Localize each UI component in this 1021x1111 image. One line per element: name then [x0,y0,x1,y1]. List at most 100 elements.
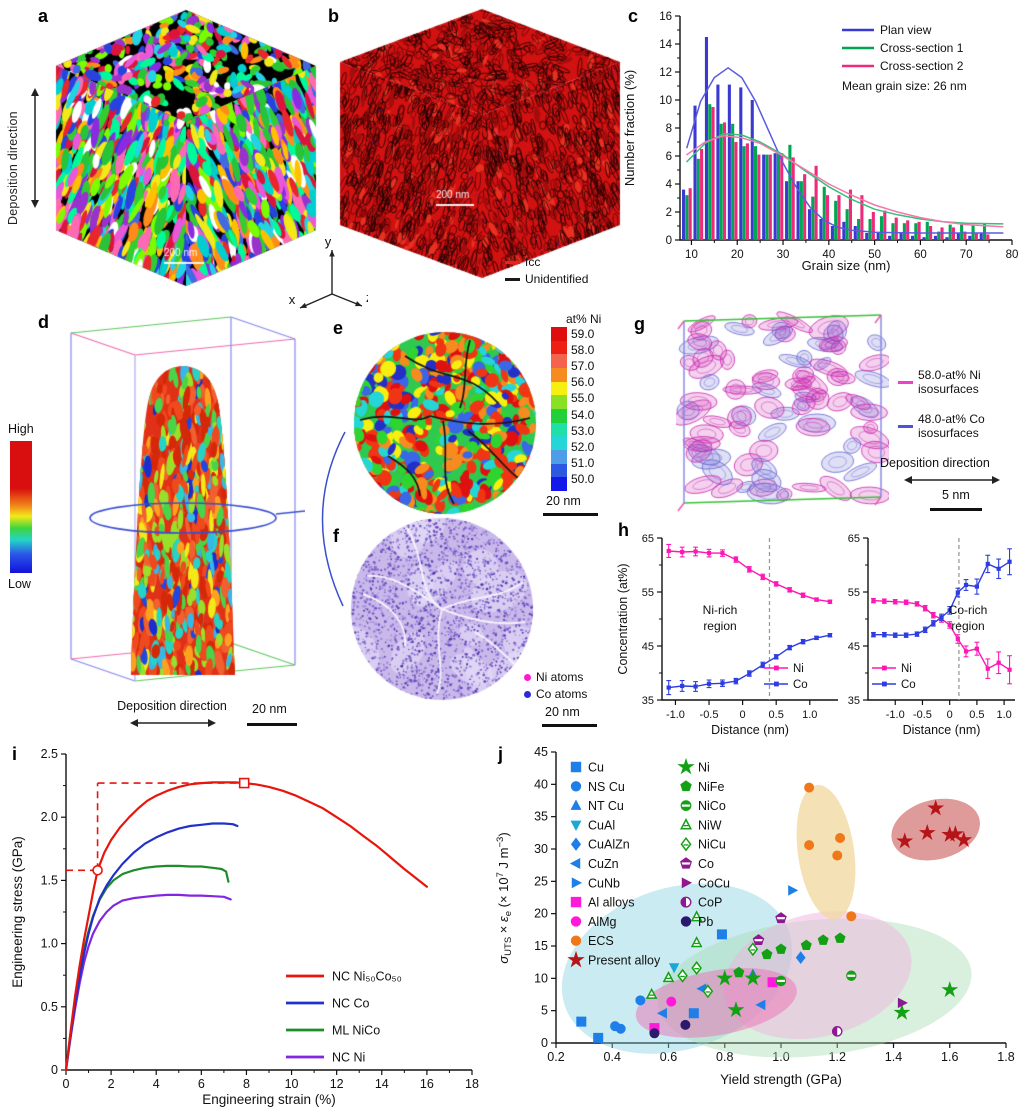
svg-text:55: 55 [848,587,860,599]
ni-colorbar-labels: 59.0 58.0 57.0 56.0 55.0 54.0 53.0 52.0 51.0 50.0 [571,327,611,497]
svg-text:16: 16 [659,11,672,23]
svg-text:16: 16 [420,1077,434,1091]
svg-text:0: 0 [541,1036,548,1050]
co-isosurface-label2: isosurfaces [918,426,979,440]
fcc-swatch [505,260,520,264]
co-atoms-dot [524,690,531,698]
svg-text:35: 35 [642,695,654,707]
svg-text:-1.0: -1.0 [886,709,905,721]
svg-text:0: 0 [63,1077,70,1091]
concentration-profiles-chart: -1.0 -0.5 0 0.5 1.0 35 45 55 65 Ni-rich region Ni Co… [616,533,1015,737]
svg-text:NiCu: NiCu [698,838,726,852]
ni-colorbar-tick: 58.0 [571,343,595,358]
svg-text:-1.0: -1.0 [666,709,685,721]
ni-colorbar-tick: 53.0 [571,423,595,438]
scale-bar-g [930,508,982,511]
svg-text:1.0: 1.0 [41,937,58,951]
svg-text:Engineering strain (%): Engineering strain (%) [202,1092,336,1107]
colorbar-title-e: at% Ni [566,312,602,326]
legend-ni-atoms: Ni atoms [524,670,583,684]
svg-text:Co-rich: Co-rich [949,603,988,617]
svg-text:45: 45 [848,641,860,653]
panel-h-label: h [618,520,629,540]
svg-text:0.5: 0.5 [41,1000,58,1014]
phase-map-cube-image [336,6,622,282]
svg-text:CuAlZn: CuAlZn [588,838,630,852]
composition-colorbar-d [10,441,32,573]
svg-text:0: 0 [51,1063,58,1077]
svg-text:0: 0 [947,709,953,721]
svg-text:14: 14 [659,39,672,51]
svg-text:Present alloy: Present alloy [588,954,661,968]
ni-colorbar-tick: 59.0 [571,327,595,341]
svg-text:20: 20 [534,907,548,921]
colorbar-low-label: Low [8,577,31,591]
svg-text:30: 30 [777,249,790,261]
unidentified-label: Unidentified [525,272,589,286]
scale-bar-label-e: 20 nm [546,494,581,508]
svg-text:1.0: 1.0 [996,709,1011,721]
svg-text:NC Ni: NC Ni [332,1051,365,1065]
ebsd-cube-image [52,6,320,288]
panel-d-label: d [38,312,49,332]
svg-text:Cu: Cu [588,761,604,775]
svg-text:55: 55 [642,587,654,599]
svg-text:CuZn: CuZn [588,857,619,871]
svg-text:CuNb: CuNb [588,876,620,890]
ni-atoms-label: Ni atoms [536,670,584,684]
svg-text:60: 60 [914,249,927,261]
svg-text:CoP: CoP [698,896,722,910]
ni-colorbar [551,327,567,492]
svg-text:1.0: 1.0 [802,709,817,721]
svg-text:2.0: 2.0 [41,810,58,824]
colorbar-high-label: High [8,422,34,436]
svg-text:Concentration (at%): Concentration (at%) [616,563,630,674]
svg-text:1.5: 1.5 [41,873,58,887]
ni-isosurface-label: 58.0-at% Ni [918,368,981,382]
svg-text:Cross-section 2: Cross-section 2 [880,59,964,73]
svg-text:50: 50 [868,249,881,261]
svg-text:4: 4 [153,1077,160,1091]
svg-text:1.6: 1.6 [941,1050,958,1064]
ni-isosurface-label2: isosurfaces [918,382,979,396]
deposition-arrow-g [904,476,1000,484]
legend-fcc: fcc [505,255,540,269]
ni-colorbar-band [551,354,567,369]
svg-text:4: 4 [666,179,673,191]
ni-atoms-dot [524,673,531,681]
svg-text:Distance (nm): Distance (nm) [903,723,981,737]
deposition-arrow-d [130,719,216,727]
svg-text:Mean grain size: 26 nm: Mean grain size: 26 nm [842,79,967,93]
svg-text:12: 12 [659,67,672,79]
svg-text:region: region [703,619,736,633]
svg-text:region: region [951,619,984,633]
atom-map-slice-image [347,514,537,704]
svg-text:NS Cu: NS Cu [588,780,625,794]
panel-g-label: g [634,314,645,334]
svg-text:y: y [325,236,332,249]
svg-text:x: x [289,292,296,307]
panel-i-label: i [12,744,18,764]
svg-text:Ni: Ni [698,761,710,775]
co-isosurface-label: 48.0-at% Co [918,412,985,426]
legend-co-atoms: Co atoms [524,687,587,701]
svg-text:30: 30 [534,842,548,856]
svg-text:CuAl: CuAl [588,818,615,832]
svg-text:1.4: 1.4 [885,1050,902,1064]
svg-text:0.6: 0.6 [660,1050,677,1064]
svg-text:20: 20 [731,249,744,261]
panel-a-label: a [38,6,49,26]
scale-bar-label-d: 20 nm [252,702,287,716]
legend-unidentified: Unidentified [505,272,588,286]
svg-text:70: 70 [960,249,973,261]
ni-composition-slice-image [350,328,540,518]
svg-text:Ni: Ni [793,663,804,675]
svg-text:AlMg: AlMg [588,915,617,929]
panel-j-label: j [498,744,504,764]
ni-colorbar-band [551,327,567,341]
svg-text:14: 14 [375,1077,389,1091]
svg-text:0.8: 0.8 [716,1050,733,1064]
svg-text:10: 10 [285,1077,299,1091]
svg-text:-0.5: -0.5 [913,709,932,721]
svg-text:0: 0 [666,235,672,247]
